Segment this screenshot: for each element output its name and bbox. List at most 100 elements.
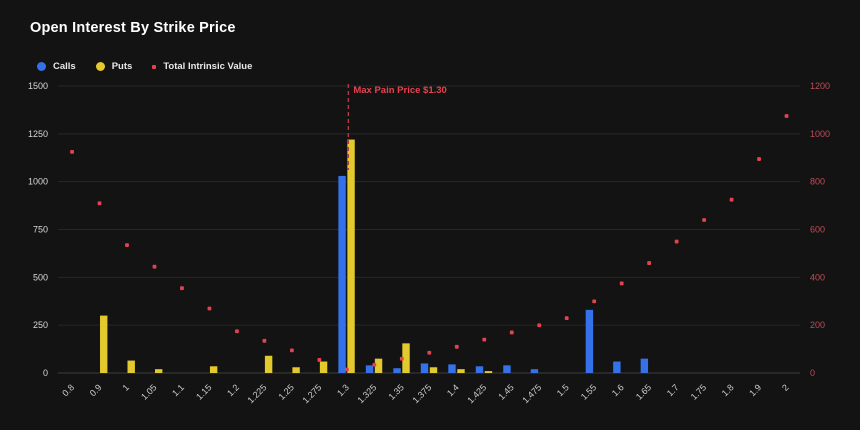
x-axis-tick-label: 1.8 — [720, 382, 736, 398]
intrinsic-value-point-1.7[interactable] — [674, 239, 679, 244]
intrinsic-value-point-2[interactable] — [784, 114, 789, 118]
left-axis-tick-label: 1500 — [28, 81, 48, 91]
intrinsic-value-point-1.425[interactable] — [482, 337, 487, 342]
calls-bar-1.35[interactable] — [393, 368, 401, 373]
right-axis-tick-label: 1200 — [810, 81, 830, 91]
intrinsic-value-point-1.05[interactable] — [152, 264, 157, 269]
puts-bar-1[interactable] — [127, 360, 135, 373]
intrinsic-value-point-1.325[interactable] — [372, 362, 377, 367]
x-axis-tick-label: 1.475 — [520, 382, 543, 405]
x-axis-tick-label: 1.3 — [335, 382, 351, 398]
intrinsic-value-point-0.9[interactable] — [97, 201, 102, 206]
puts-bar-1.225[interactable] — [264, 355, 273, 373]
left-axis-tick-label: 0 — [43, 368, 48, 378]
x-axis-tick-label: 1.9 — [747, 382, 763, 398]
x-axis-tick-label: 1.5 — [555, 382, 571, 398]
calls-bar-1.475[interactable] — [530, 369, 539, 373]
puts-marker-icon — [95, 62, 105, 71]
intrinsic-value-point-1.45[interactable] — [509, 330, 514, 335]
x-axis-tick-label: 1.65 — [634, 382, 653, 401]
intrinsic-value-point-1.2[interactable] — [235, 329, 239, 334]
x-axis-tick-label: 1.225 — [246, 382, 269, 405]
x-axis-tick-label: 2 — [780, 382, 791, 393]
intrinsic-value-point-1.6[interactable] — [619, 281, 624, 286]
x-axis-tick-label: 1.75 — [689, 382, 708, 401]
x-axis-tick-label: 1.6 — [610, 382, 626, 398]
puts-bar-1.35[interactable] — [402, 343, 410, 373]
intrinsic-value-point-1.475[interactable] — [537, 323, 542, 328]
legend-item-calls[interactable]: Calls — [37, 61, 76, 72]
left-axis-tick-label: 250 — [33, 320, 48, 330]
legend-item-intrinsic-value[interactable]: Total Intrinsic Value — [152, 61, 252, 72]
legend-label-calls: Calls — [53, 61, 76, 72]
intrinsic-value-point-1.375[interactable] — [427, 350, 432, 355]
x-axis-tick-label: 1.7 — [665, 382, 681, 398]
calls-bar-1.65[interactable] — [640, 358, 649, 373]
intrinsic-value-point-1.275[interactable] — [317, 358, 322, 362]
intrinsic-value-point-1.75[interactable] — [702, 218, 707, 222]
x-axis-tick-label: 1.275 — [300, 382, 323, 405]
x-axis-tick-label: 1.325 — [355, 382, 378, 405]
intrinsic-value-point-1.3[interactable] — [344, 367, 349, 372]
puts-bar-1.3[interactable] — [347, 139, 355, 373]
calls-bar-1.3[interactable] — [338, 175, 346, 373]
left-axis-tick-label: 1250 — [28, 129, 48, 139]
legend-item-puts[interactable]: Puts — [95, 61, 133, 72]
puts-bar-1.25[interactable] — [292, 367, 300, 373]
calls-bar-1.325[interactable] — [365, 365, 374, 373]
calls-bar-1.55[interactable] — [585, 309, 594, 373]
max-pain-label: Max Pain Price $1.30 — [353, 85, 446, 96]
legend-label-puts: Puts — [111, 61, 133, 72]
intrinsic-value-point-1.5[interactable] — [564, 316, 569, 320]
right-axis-tick-label: 800 — [810, 177, 825, 187]
puts-bar-1.275[interactable] — [319, 361, 328, 373]
intrinsic-value-point-1[interactable] — [125, 243, 129, 248]
intrinsic-value-point-1.1[interactable] — [180, 286, 184, 291]
calls-marker-icon — [37, 62, 46, 71]
intrinsic-value-point-1.15[interactable] — [207, 306, 212, 311]
right-axis-tick-label: 1000 — [810, 129, 830, 139]
puts-bar-1.425[interactable] — [484, 371, 493, 373]
x-axis-tick-label: 1.45 — [496, 382, 515, 401]
intrinsic-value-point-1.55[interactable] — [592, 299, 597, 304]
x-axis-tick-label: 1.375 — [410, 382, 433, 405]
x-axis-tick-label: 1.35 — [386, 382, 405, 401]
x-axis-tick-label: 1.05 — [139, 382, 158, 401]
calls-bar-1.4[interactable] — [448, 364, 456, 373]
right-axis-tick-label: 400 — [810, 272, 825, 282]
intrinsic-value-marker-icon — [152, 64, 157, 69]
intrinsic-value-point-0.8[interactable] — [70, 149, 74, 154]
x-axis-tick-label: 1.4 — [445, 382, 461, 398]
intrinsic-value-point-1.65[interactable] — [647, 261, 652, 265]
x-axis-tick-label: 1.15 — [194, 382, 213, 401]
right-axis-tick-label: 0 — [810, 368, 815, 378]
puts-bar-1.15[interactable] — [209, 366, 218, 373]
left-axis-tick-label: 1000 — [28, 177, 48, 187]
x-axis-tick-label: 1 — [121, 382, 132, 393]
intrinsic-value-point-1.25[interactable] — [289, 348, 294, 353]
x-axis-tick-label: 1.55 — [579, 382, 598, 401]
x-axis-tick-label: 1.425 — [465, 382, 488, 405]
intrinsic-value-point-1.35[interactable] — [399, 356, 404, 361]
legend-label-intrinsic-value: Total Intrinsic Value — [163, 61, 253, 72]
x-axis-tick-label: 1.1 — [170, 382, 186, 398]
intrinsic-value-point-1.4[interactable] — [454, 344, 459, 349]
left-axis-tick-label: 500 — [33, 272, 48, 282]
calls-bar-1.45[interactable] — [503, 365, 511, 373]
calls-bar-1.425[interactable] — [475, 366, 484, 373]
puts-bar-0.9[interactable] — [100, 315, 108, 373]
intrinsic-value-point-1.9[interactable] — [757, 157, 761, 161]
calls-bar-1.6[interactable] — [613, 361, 621, 373]
puts-bar-1.05[interactable] — [154, 369, 163, 373]
intrinsic-value-point-1.225[interactable] — [262, 338, 267, 343]
right-axis-tick-label: 600 — [810, 225, 825, 235]
puts-bar-1.325[interactable] — [374, 358, 383, 373]
x-axis-tick-label: 1.25 — [277, 382, 296, 401]
puts-bar-1.375[interactable] — [429, 367, 438, 373]
right-axis-tick-label: 200 — [810, 320, 825, 330]
intrinsic-value-point-1.8[interactable] — [729, 197, 734, 202]
puts-bar-1.4[interactable] — [457, 369, 465, 373]
calls-bar-1.375[interactable] — [420, 363, 429, 373]
